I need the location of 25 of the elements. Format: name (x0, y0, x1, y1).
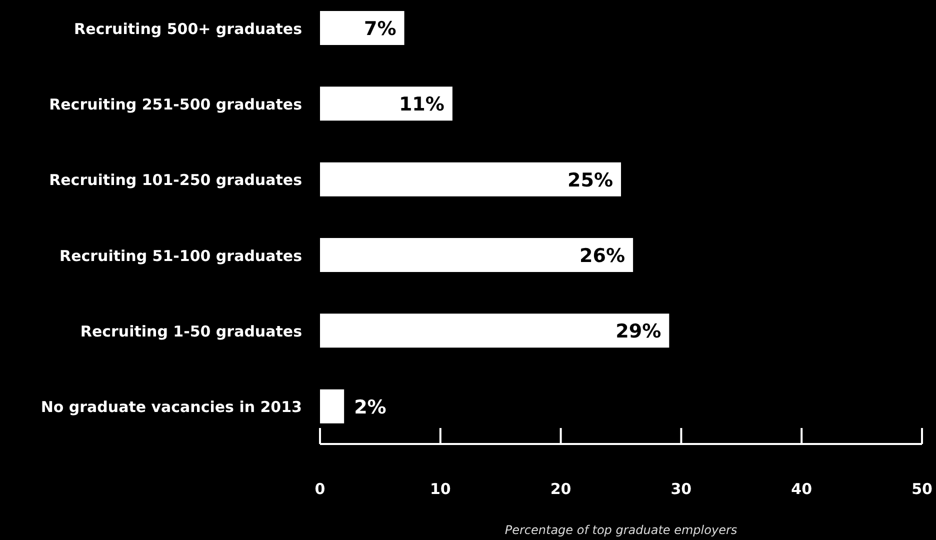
data-label: 26% (580, 245, 626, 267)
data-label: 29% (616, 320, 662, 343)
x-axis-title: Percentage of top graduate employers (504, 523, 738, 537)
y-tick-label: No graduate vacancies in 2013 (40, 398, 302, 416)
x-tick-label: 50 (912, 480, 932, 498)
x-tick-label: 0 (314, 480, 326, 498)
x-tick-label: 30 (670, 480, 692, 498)
y-tick-label: Recruiting 500+ graduates (74, 20, 302, 38)
x-tick-label: 20 (550, 480, 572, 498)
bar (320, 314, 670, 348)
bar (320, 162, 621, 196)
bar (320, 86, 452, 121)
y-tick-label: Recruiting 251-500 graduates (49, 96, 302, 114)
bar (320, 389, 344, 424)
data-label: 2% (354, 396, 386, 418)
y-tick-label: Recruiting 101-250 graduates (49, 171, 302, 190)
data-label: 25% (568, 169, 613, 192)
bar (320, 11, 404, 45)
x-tick-label: 40 (791, 480, 812, 498)
y-tick-label: Recruiting 51-100 graduates (60, 246, 302, 265)
y-tick-label: Recruiting 1-50 graduates (80, 322, 302, 340)
data-label: 7% (364, 18, 396, 40)
bar (320, 238, 634, 272)
data-label: 11% (398, 94, 444, 116)
x-tick-label: 10 (430, 480, 451, 498)
